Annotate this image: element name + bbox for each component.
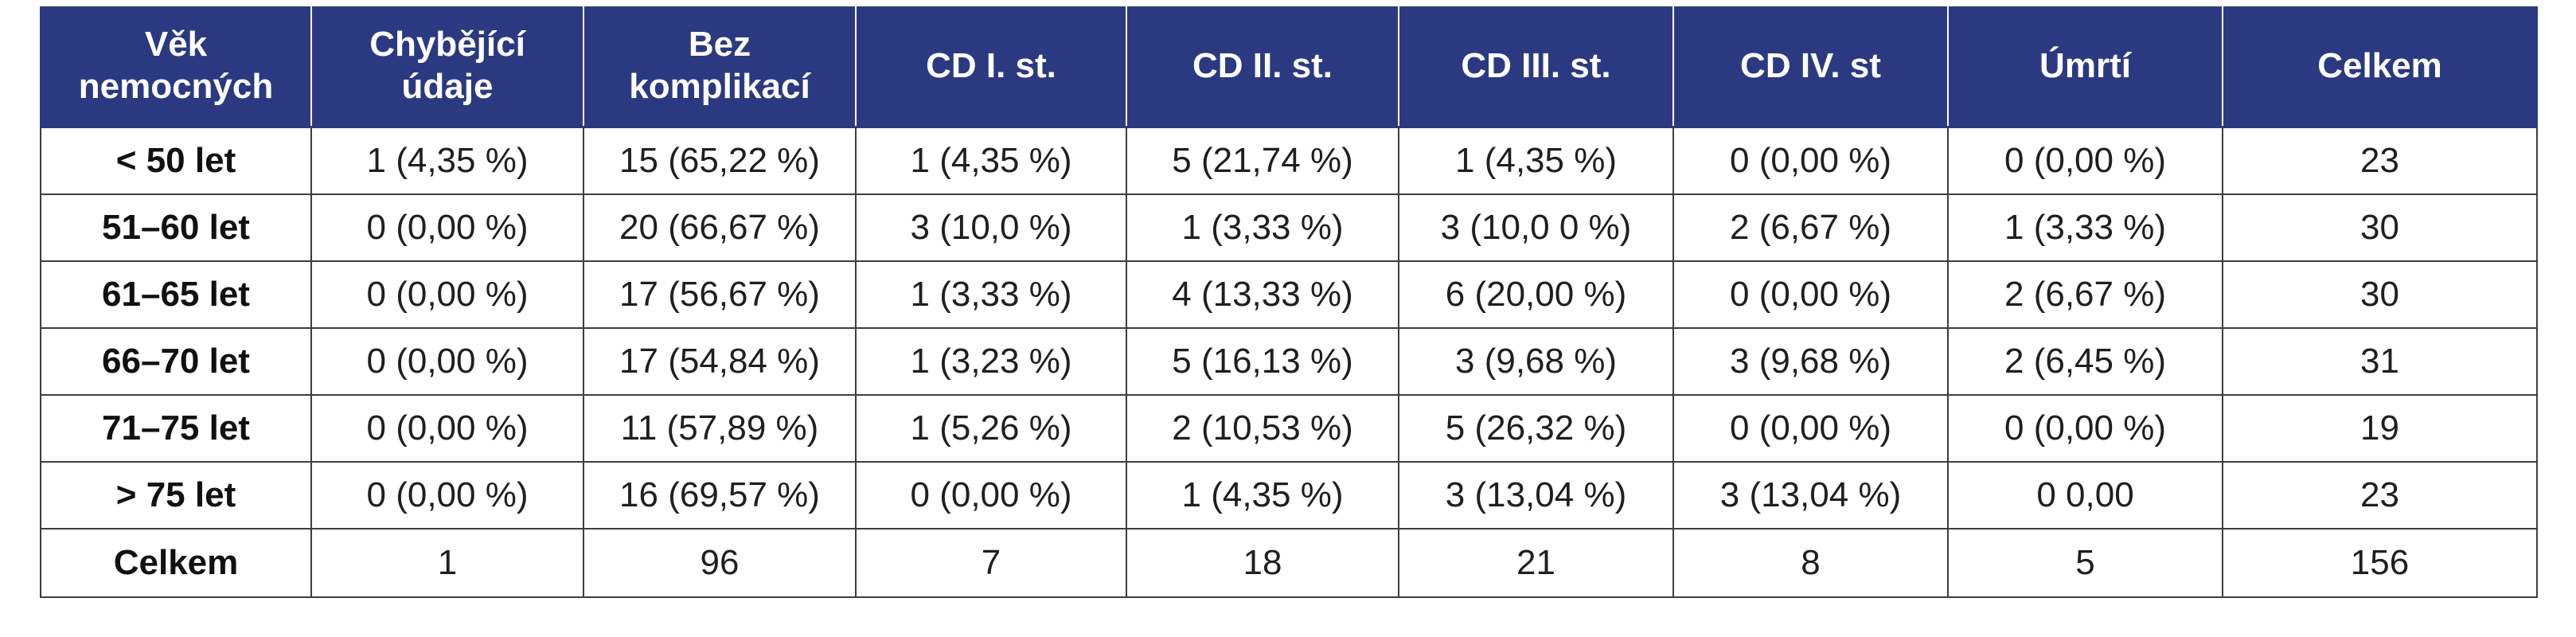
table-cell: 0 (0,00 %) <box>1672 260 1949 329</box>
table-header: Věk nemocných Chybějící údaje Bez komplikac… <box>40 6 2538 128</box>
table-cell: 17 (54,84 %) <box>583 327 857 396</box>
table-cell: 0 (0,00 %) <box>1947 394 2223 463</box>
header-missing-data: Chybějící údaje <box>310 6 584 128</box>
complications-by-age-table: Věk nemocných Chybějící údaje Bez komplikac… <box>40 6 2538 598</box>
data-table-container: Věk nemocných Chybějící údaje Bez komplikac… <box>40 6 2538 598</box>
table-row: 71–75 let 0 (0,00 %) 11 (57,89 %) 1 (5,2… <box>40 394 2538 463</box>
header-death: Úmrtí <box>1947 6 2223 128</box>
table-cell: 0 (0,00 %) <box>310 260 584 329</box>
table-row: 61–65 let 0 (0,00 %) 17 (56,67 %) 1 (3,3… <box>40 260 2538 329</box>
table-cell: 21 <box>1398 528 1674 598</box>
table-cell: 0 (0,00 %) <box>310 327 584 396</box>
table-cell: 0 (0,00 %) <box>310 193 584 262</box>
table-cell: 1 (4,35 %) <box>310 126 584 195</box>
table-cell: 16 (69,57 %) <box>583 461 857 530</box>
header-no-complications: Bez komplikací <box>583 6 856 128</box>
header-age: Věk nemocných <box>40 6 311 128</box>
table-cell: 3 (9,68 %) <box>1398 327 1674 396</box>
table-cell: 31 <box>2222 327 2538 396</box>
table-cell: 1 <box>310 528 584 598</box>
row-label: 51–60 let <box>40 193 312 262</box>
table-cell: 1 (4,35 %) <box>855 126 1127 195</box>
table-cell: 20 (66,67 %) <box>583 193 857 262</box>
table-cell: 1 (4,35 %) <box>1398 126 1674 195</box>
table-row: 66–70 let 0 (0,00 %) 17 (54,84 %) 1 (3,2… <box>40 327 2538 396</box>
row-label: Celkem <box>40 528 312 598</box>
table-cell: 17 (56,67 %) <box>583 260 857 329</box>
table-row: > 75 let 0 (0,00 %) 16 (69,57 %) 0 (0,00… <box>40 461 2538 530</box>
row-label: 61–65 let <box>40 260 312 329</box>
table-cell: 4 (13,33 %) <box>1126 260 1399 329</box>
table-cell: 7 <box>855 528 1127 598</box>
header-total: Celkem <box>2222 6 2538 128</box>
table-cell: 3 (13,04 %) <box>1672 461 1949 530</box>
table-cell: 3 (13,04 %) <box>1398 461 1674 530</box>
header-cd-1: CD I. st. <box>855 6 1126 128</box>
table-cell: 3 (10,0 %) <box>855 193 1127 262</box>
header-cd-4: CD IV. st <box>1672 6 1948 128</box>
header-cd-3: CD III. st. <box>1398 6 1673 128</box>
table-cell: 19 <box>2222 394 2538 463</box>
table-cell: 96 <box>583 528 857 598</box>
table-cell: 2 (6,67 %) <box>1672 193 1949 262</box>
table-cell: 0 0,00 <box>1947 461 2223 530</box>
table-cell: 5 <box>1947 528 2223 598</box>
table-cell: 5 (16,13 %) <box>1126 327 1399 396</box>
table-cell: 0 (0,00 %) <box>855 461 1127 530</box>
table-cell: 30 <box>2222 193 2538 262</box>
table-cell: 0 (0,00 %) <box>1947 126 2223 195</box>
table-cell: 2 (6,67 %) <box>1947 260 2223 329</box>
table-cell: 5 (21,74 %) <box>1126 126 1399 195</box>
row-label: 66–70 let <box>40 327 312 396</box>
total-row: Celkem 1 96 7 18 21 8 5 156 <box>40 528 2538 598</box>
table-cell: 1 (3,33 %) <box>1126 193 1399 262</box>
row-label: 71–75 let <box>40 394 312 463</box>
row-label: < 50 let <box>40 126 312 195</box>
table-cell: 1 (3,23 %) <box>855 327 1127 396</box>
table-cell: 15 (65,22 %) <box>583 126 857 195</box>
table-body: < 50 let 1 (4,35 %) 15 (65,22 %) 1 (4,35… <box>40 126 2538 598</box>
table-cell: 3 (10,0 0 %) <box>1398 193 1674 262</box>
table-cell: 8 <box>1672 528 1949 598</box>
table-cell: 0 (0,00 %) <box>1672 126 1949 195</box>
table-row: < 50 let 1 (4,35 %) 15 (65,22 %) 1 (4,35… <box>40 126 2538 195</box>
table-cell: 18 <box>1126 528 1399 598</box>
table-cell: 30 <box>2222 260 2538 329</box>
table-cell: 156 <box>2222 528 2538 598</box>
table-cell: 5 (26,32 %) <box>1398 394 1674 463</box>
table-row: 51–60 let 0 (0,00 %) 20 (66,67 %) 3 (10,… <box>40 193 2538 262</box>
header-row: Věk nemocných Chybějící údaje Bez komplikac… <box>40 6 2538 128</box>
table-cell: 1 (4,35 %) <box>1126 461 1399 530</box>
table-cell: 23 <box>2222 461 2538 530</box>
table-cell: 11 (57,89 %) <box>583 394 857 463</box>
table-cell: 0 (0,00 %) <box>310 394 584 463</box>
table-cell: 1 (3,33 %) <box>855 260 1127 329</box>
table-cell: 0 (0,00 %) <box>1672 394 1949 463</box>
table-cell: 2 (6,45 %) <box>1947 327 2223 396</box>
table-cell: 6 (20,00 %) <box>1398 260 1674 329</box>
table-cell: 3 (9,68 %) <box>1672 327 1949 396</box>
table-cell: 1 (5,26 %) <box>855 394 1127 463</box>
row-label: > 75 let <box>40 461 312 530</box>
header-cd-2: CD II. st. <box>1126 6 1399 128</box>
table-cell: 23 <box>2222 126 2538 195</box>
table-cell: 2 (10,53 %) <box>1126 394 1399 463</box>
table-cell: 0 (0,00 %) <box>310 461 584 530</box>
table-cell: 1 (3,33 %) <box>1947 193 2223 262</box>
